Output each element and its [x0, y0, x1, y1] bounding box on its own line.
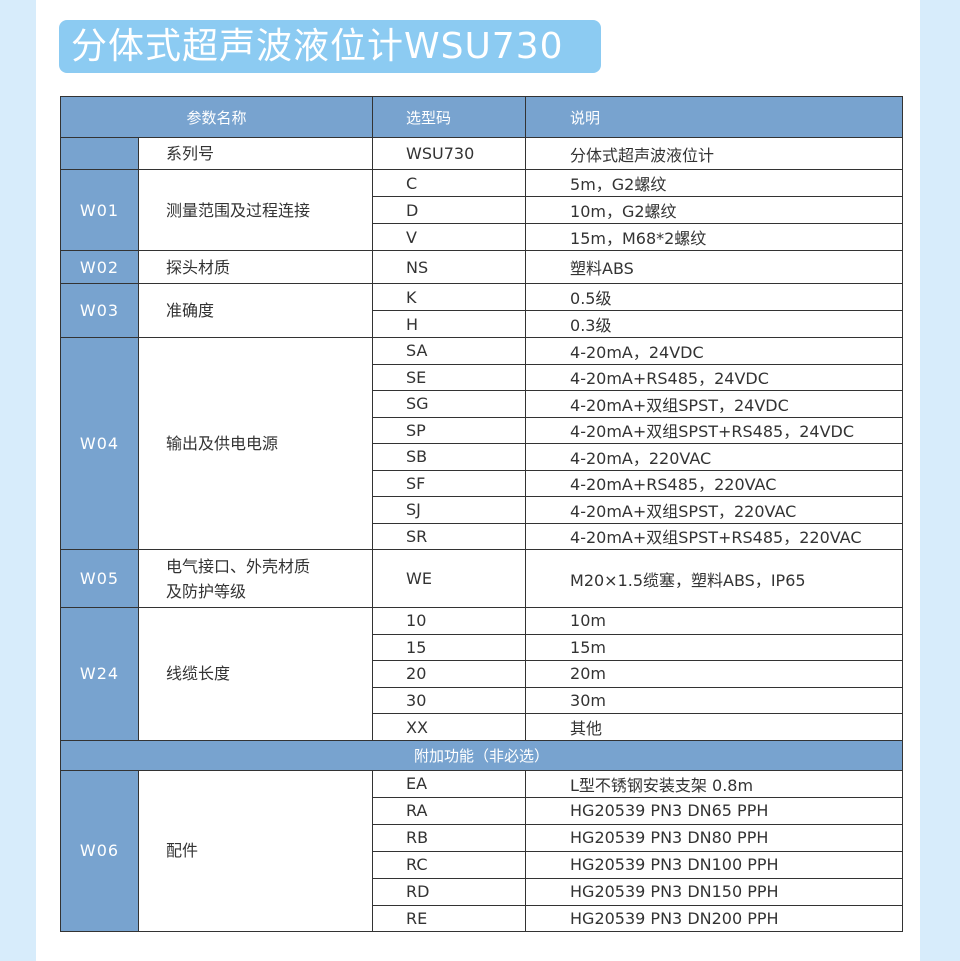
option-code: EA	[372, 769, 527, 798]
table-row: 15 15m	[61, 633, 904, 662]
param-name: 探头材质	[137, 250, 374, 284]
option-code: 20	[372, 660, 527, 688]
param-code: W24	[60, 607, 139, 741]
option-code: RB	[372, 823, 527, 852]
section-title: 附加功能（非必选）	[59, 739, 904, 771]
header-code: 选型码	[372, 96, 527, 138]
table-row: SP 4-20mA+双组SPST+RS485，24VDC	[61, 416, 904, 444]
option-description: HG20539 PN3 DN200 PPH	[525, 904, 904, 932]
option-code: SA	[372, 337, 527, 365]
table-row: W06 配件 EA L型不锈钢安装支架 0.8m	[60, 769, 904, 932]
param-name: 准确度	[137, 283, 374, 338]
param-code	[60, 137, 139, 170]
option-code: C	[372, 169, 527, 197]
option-description: 0.5级	[525, 283, 904, 311]
option-description: 4-20mA+RS485，220VAC	[525, 469, 904, 497]
table-row: RA HG20539 PN3 DN65 PPH	[61, 796, 904, 825]
option-code: RA	[372, 796, 527, 825]
table-row: W05 电气接口、外壳材质 及防护等级 WE M20×1.5缆塞，塑料ABS，IP65	[60, 549, 904, 608]
param-name: 测量范围及过程连接	[137, 169, 374, 251]
param-name: 线缆长度	[137, 607, 374, 741]
option-description: L型不锈钢安装支架 0.8m	[525, 769, 904, 798]
option-description: 30m	[525, 686, 904, 715]
header-param: 参数名称	[59, 96, 374, 138]
option-code: K	[372, 283, 527, 311]
page-title: 分体式超声波液位计WSU730	[59, 20, 601, 73]
param-code: W02	[60, 250, 139, 284]
option-description: 分体式超声波液位计	[525, 137, 904, 170]
option-code: D	[372, 196, 527, 224]
table-row: RC HG20539 PN3 DN100 PPH	[61, 850, 904, 879]
table-row: SR 4-20mA+双组SPST+RS485，220VAC	[61, 522, 904, 550]
header-desc: 说明	[525, 96, 904, 138]
option-description: M20×1.5缆塞，塑料ABS，IP65	[525, 549, 904, 608]
option-code: SR	[372, 522, 527, 550]
option-code: 10	[372, 607, 527, 635]
table-row: SF 4-20mA+RS485，220VAC	[61, 469, 904, 497]
table-row: SE 4-20mA+RS485，24VDC	[61, 363, 904, 391]
option-description: 5m，G2螺纹	[525, 169, 904, 197]
option-code: SP	[372, 416, 527, 444]
option-description: 4-20mA+双组SPST，220VAC	[525, 496, 904, 524]
param-code: W03	[60, 283, 139, 338]
option-description: HG20539 PN3 DN80 PPH	[525, 823, 904, 852]
option-description: 4-20mA，220VAC	[525, 443, 904, 471]
param-code: W04	[60, 337, 139, 550]
param-name: 配件	[137, 769, 374, 932]
option-description: 其他	[525, 713, 904, 741]
param-name: 电气接口、外壳材质 及防护等级	[137, 549, 374, 608]
table-row: W01 测量范围及过程连接 C 5m，G2螺纹	[60, 169, 904, 251]
table-row: V 15m，M68*2螺纹	[61, 223, 904, 251]
table-row: W02 探头材质 NS 塑料ABS	[60, 250, 904, 284]
table-row: H 0.3级	[61, 310, 904, 338]
option-code: V	[372, 223, 527, 251]
option-description: HG20539 PN3 DN150 PPH	[525, 877, 904, 906]
option-description: 4-20mA+双组SPST，24VDC	[525, 390, 904, 418]
option-description: 20m	[525, 660, 904, 688]
option-code: RD	[372, 877, 527, 906]
option-code: RE	[372, 904, 527, 932]
option-code: 30	[372, 686, 527, 715]
option-description: 10m	[525, 607, 904, 635]
table-row: W04 输出及供电电源 SA 4-20mA，24VDC	[60, 337, 904, 550]
option-code: RC	[372, 850, 527, 879]
option-code: WSU730	[372, 137, 527, 170]
option-code: XX	[372, 713, 527, 741]
param-code: W06	[60, 769, 139, 932]
option-description: 15m	[525, 633, 904, 662]
option-code: 15	[372, 633, 527, 662]
option-code: SF	[372, 469, 527, 497]
option-code: WE	[372, 549, 527, 608]
option-description: 4-20mA，24VDC	[525, 337, 904, 365]
table-row: W03 准确度 K 0.5级	[60, 283, 904, 338]
option-code: NS	[372, 250, 527, 284]
option-code: SJ	[372, 496, 527, 524]
option-description: 15m，M68*2螺纹	[525, 223, 904, 251]
table-row: D 10m，G2螺纹	[61, 196, 904, 224]
param-code: W01	[60, 169, 139, 251]
option-description: HG20539 PN3 DN100 PPH	[525, 850, 904, 879]
option-description: 4-20mA+双组SPST+RS485，24VDC	[525, 416, 904, 444]
table-row: RB HG20539 PN3 DN80 PPH	[61, 823, 904, 852]
option-code: SB	[372, 443, 527, 471]
table-header-row: 参数名称 选型码 说明	[59, 96, 904, 138]
param-name: 输出及供电电源	[137, 337, 374, 550]
section-header-row: 附加功能（非必选）	[59, 739, 904, 771]
table-row: 系列号 WSU730 分体式超声波液位计	[60, 137, 904, 170]
option-description: 4-20mA+双组SPST+RS485，220VAC	[525, 522, 904, 550]
option-description: 0.3级	[525, 310, 904, 338]
option-description: 4-20mA+RS485，24VDC	[525, 363, 904, 391]
option-description: 塑料ABS	[525, 250, 904, 284]
option-description: 10m，G2螺纹	[525, 196, 904, 224]
option-code: SE	[372, 363, 527, 391]
table-row: W24 线缆长度 10 10m	[60, 607, 904, 741]
param-name: 系列号	[137, 137, 374, 170]
option-description: HG20539 PN3 DN65 PPH	[525, 796, 904, 825]
table-row: RE HG20539 PN3 DN200 PPH	[61, 904, 904, 932]
selection-table: 参数名称 选型码 说明 系列号 WSU730 分体式超声波液位计 W01 测量范围及过程…	[59, 96, 904, 932]
param-code: W05	[60, 549, 139, 608]
table-row: RD HG20539 PN3 DN150 PPH	[61, 877, 904, 906]
option-code: SG	[372, 390, 527, 418]
option-code: H	[372, 310, 527, 338]
